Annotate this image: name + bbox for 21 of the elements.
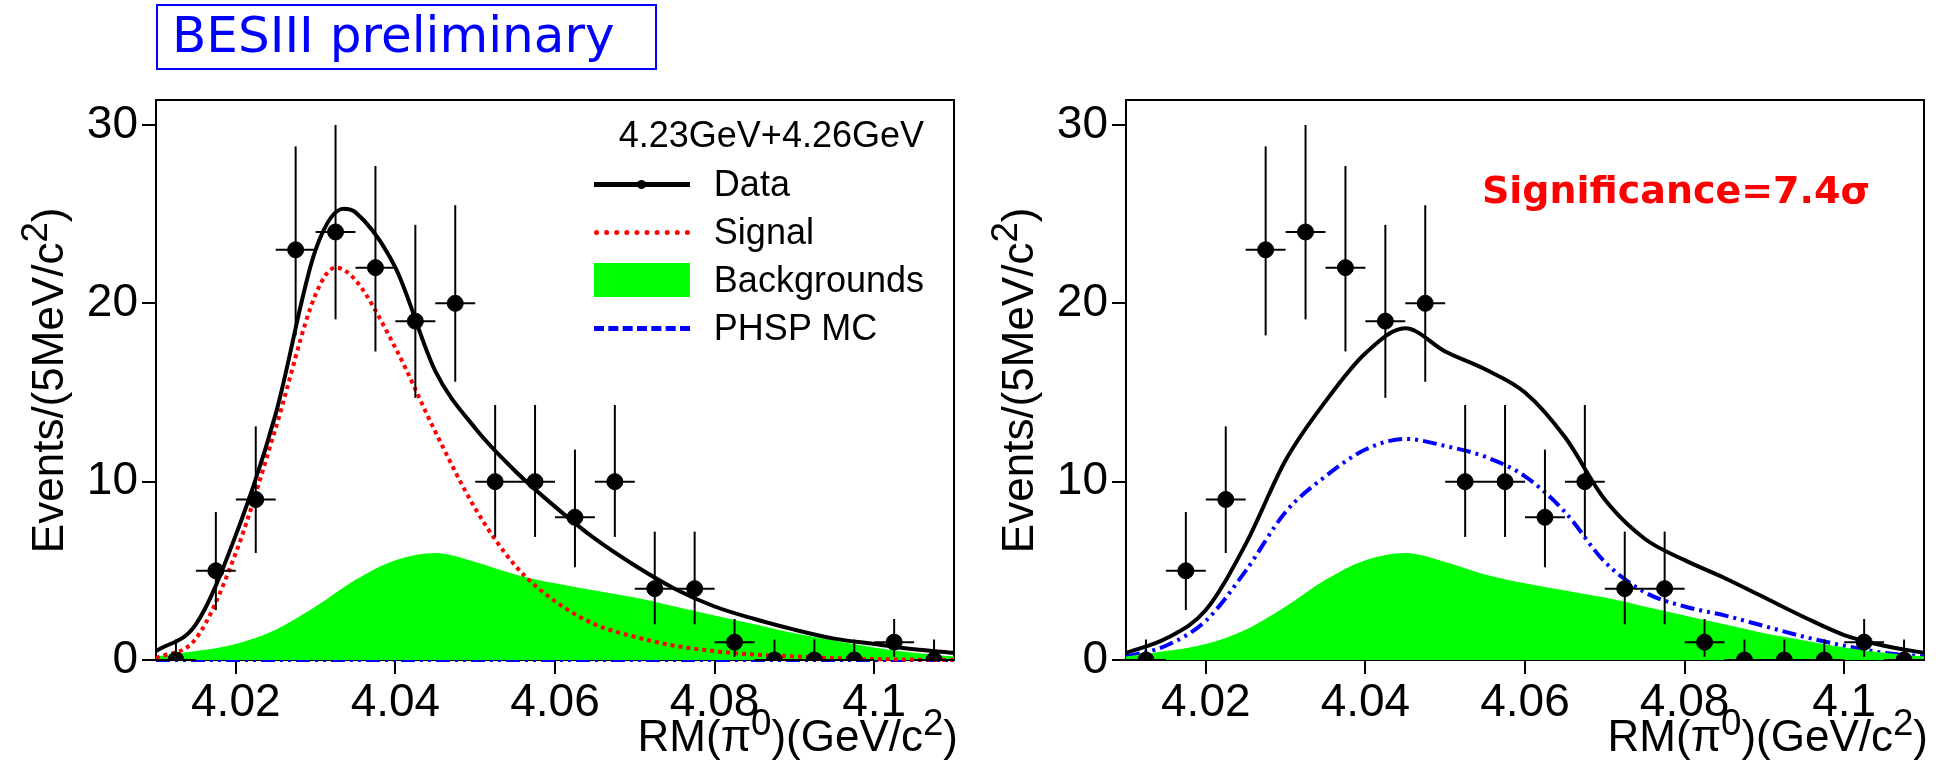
legend-label: Data	[713, 163, 790, 205]
x-tick-label: 4.06	[1480, 674, 1570, 727]
x-tick-label: 4.04	[350, 674, 441, 727]
y-tick-label: 20	[86, 274, 138, 326]
legend-title: 4.23GeV+4.26GeV	[617, 114, 924, 156]
x-tick-label: 4.04	[1320, 674, 1411, 727]
y-tick-label: 0	[112, 630, 138, 683]
legend-label: PHSP MC	[713, 307, 878, 349]
y-tick-label: 30	[1056, 95, 1108, 148]
y-tick-label: 20	[1056, 274, 1108, 326]
x-tick-label: 4.02	[191, 674, 281, 727]
y-tick-label: 30	[86, 95, 138, 148]
legend-label: Backgrounds	[713, 259, 924, 301]
y-tick-label: 10	[1056, 452, 1108, 505]
text: BESIII preliminary	[156, 4, 657, 70]
legend-label: Signal	[713, 211, 814, 253]
y-tick-label: 0	[1082, 630, 1108, 683]
x-tick-label: 4.02	[1161, 674, 1251, 727]
annotation: Significance=7.4σ	[1481, 168, 1870, 212]
x-tick-label: 4.06	[510, 674, 600, 727]
y-tick-label: 10	[86, 452, 138, 505]
